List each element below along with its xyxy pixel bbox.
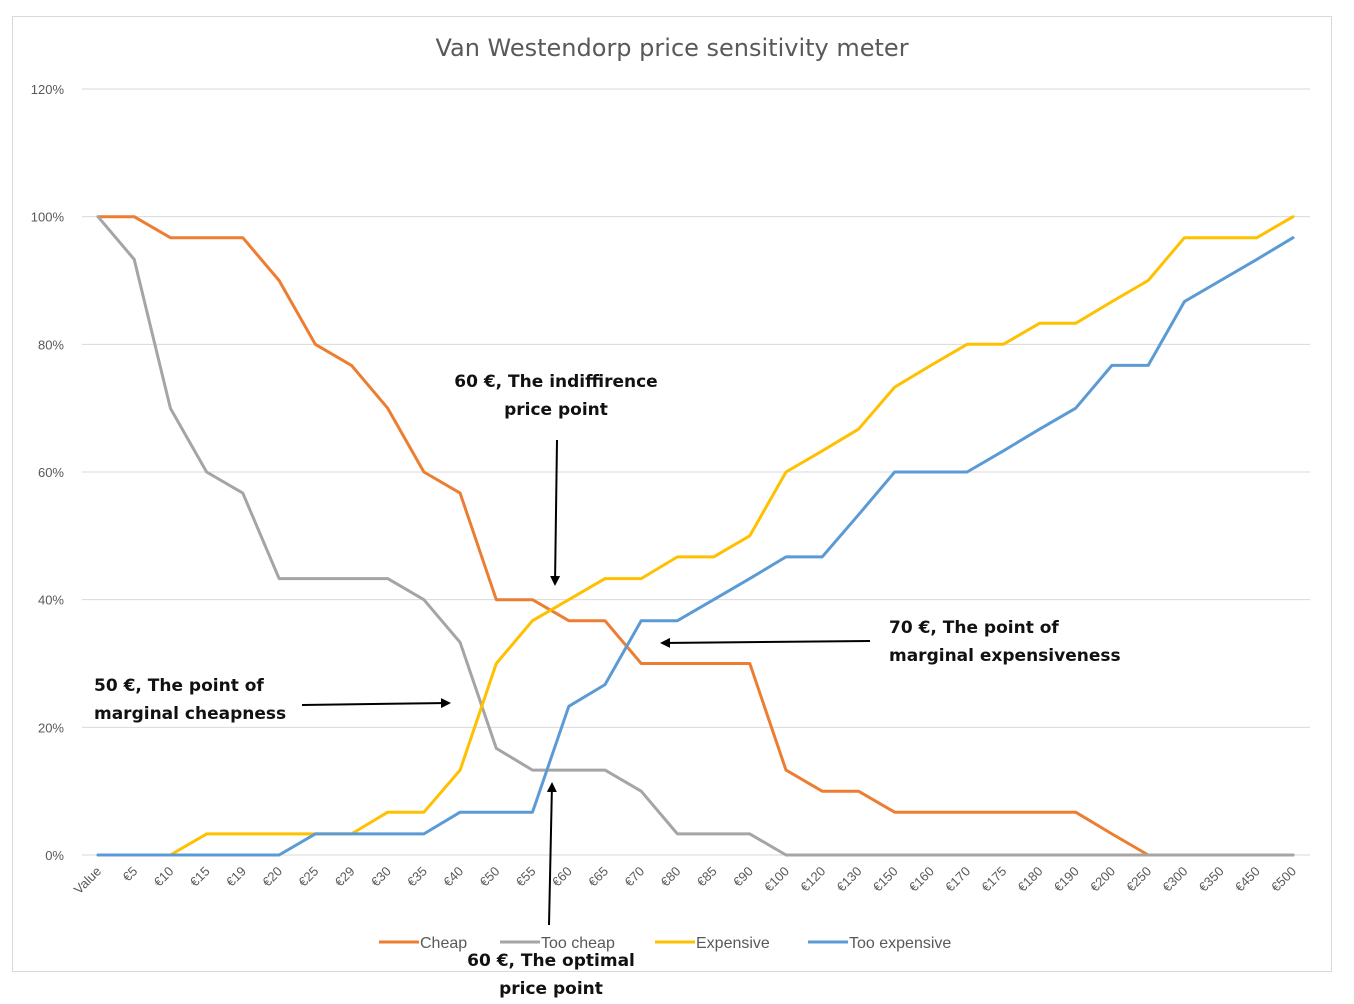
x-tick-label: €170 — [942, 864, 973, 895]
arrow-cheapness — [301, 698, 451, 709]
x-tick-label: €20 — [259, 864, 285, 890]
arrow-expensiveness — [660, 637, 871, 648]
x-tick-label: €200 — [1087, 864, 1118, 895]
y-axis-tick-labels: 0% 20% 40% 60% 80% 100% 120% — [31, 82, 65, 863]
series-line-expensive — [96, 215, 1295, 857]
x-tick-label: €160 — [906, 864, 937, 895]
x-tick-label: €30 — [368, 864, 394, 890]
annotation-indifference-line1: 60 €, The indiffirence — [454, 372, 657, 392]
x-tick-label: €55 — [513, 864, 539, 890]
annotation-indifference-line2: price point — [504, 400, 608, 420]
x-tick-label: €500 — [1268, 864, 1299, 895]
series-lines — [96, 215, 1295, 857]
x-tick-label: €29 — [332, 864, 358, 890]
x-tick-label: €100 — [761, 864, 792, 895]
x-tick-label: €60 — [549, 864, 575, 890]
x-tick-label: €85 — [694, 864, 720, 890]
x-tick-label: €50 — [477, 864, 503, 890]
arrow-optimal — [546, 782, 557, 926]
y-tick-label: 40% — [38, 593, 64, 608]
annotation-indifference-price-point: 60 €, The indiffirence price point — [454, 372, 658, 586]
series-line-too-cheap — [96, 215, 1295, 857]
annotation-marginal-expensiveness: 70 €, The point of marginal expensivenes… — [660, 618, 1121, 666]
annotation-expensiveness-line2: marginal expensiveness — [889, 646, 1121, 666]
annotation-optimal-line2: price point — [499, 979, 603, 999]
y-tick-label: 60% — [38, 465, 64, 480]
chart-title: Van Westendorp price sensitivity meter — [435, 34, 908, 62]
x-tick-label: €25 — [295, 864, 321, 890]
series-line-cheap — [96, 215, 1295, 857]
x-tick-label: €40 — [440, 864, 466, 890]
legend-label-expensive: Expensive — [696, 935, 770, 952]
x-tick-label: €250 — [1123, 864, 1154, 895]
annotation-marginal-cheapness: 50 €, The point of marginal cheapness — [94, 676, 451, 724]
y-tick-label: 20% — [38, 720, 64, 735]
y-tick-label: 100% — [31, 210, 65, 225]
annotation-cheapness-line1: 50 €, The point of — [94, 676, 264, 696]
annotation-cheapness-line2: marginal cheapness — [94, 704, 286, 724]
x-tick-label: €80 — [658, 864, 684, 890]
x-tick-label: €180 — [1015, 864, 1046, 895]
annotation-optimal-text: 60 €, The optimal price point — [467, 951, 635, 999]
legend-label-too-cheap: Too cheap — [541, 935, 615, 952]
x-tick-label: €19 — [223, 864, 249, 890]
x-tick-label: €175 — [978, 864, 1009, 895]
x-tick-label: €70 — [621, 864, 647, 890]
x-tick-label: Value — [71, 864, 104, 897]
x-tick-label: €35 — [404, 864, 430, 890]
x-tick-label: €130 — [834, 864, 865, 895]
y-tick-label: 120% — [31, 82, 65, 97]
x-tick-label: €15 — [187, 864, 213, 890]
chart-frame — [12, 16, 1332, 972]
legend-label-cheap: Cheap — [420, 935, 467, 952]
legend: Cheap Too cheap Expensive Too expensive — [379, 935, 951, 952]
annotation-optimal-line1: 60 €, The optimal — [467, 951, 635, 971]
x-tick-label: €120 — [797, 864, 828, 895]
series-line-too-expensive — [96, 236, 1295, 857]
x-tick-label: €150 — [870, 864, 901, 895]
annotation-expensiveness-line1: 70 €, The point of — [889, 618, 1059, 638]
x-tick-label: €350 — [1196, 864, 1227, 895]
y-tick-label: 80% — [38, 337, 64, 352]
x-tick-label: €65 — [585, 864, 611, 890]
x-tick-label: €90 — [730, 864, 756, 890]
x-axis-tick-labels: Value €5 €10 €15 €19 €20 €25 €29 €30 €35 €40 €50 €55… — [71, 864, 1299, 897]
x-tick-label: €190 — [1051, 864, 1082, 895]
gridlines — [82, 88, 1310, 856]
arrow-indifference — [550, 439, 561, 586]
x-tick-label: €10 — [151, 864, 177, 890]
x-tick-label: €5 — [119, 864, 140, 885]
x-tick-label: €450 — [1232, 864, 1263, 895]
legend-label-too-expensive: Too expensive — [849, 935, 951, 952]
x-tick-label: €300 — [1159, 864, 1190, 895]
annotation-optimal-price-point — [546, 782, 557, 926]
y-tick-label: 0% — [45, 848, 64, 863]
